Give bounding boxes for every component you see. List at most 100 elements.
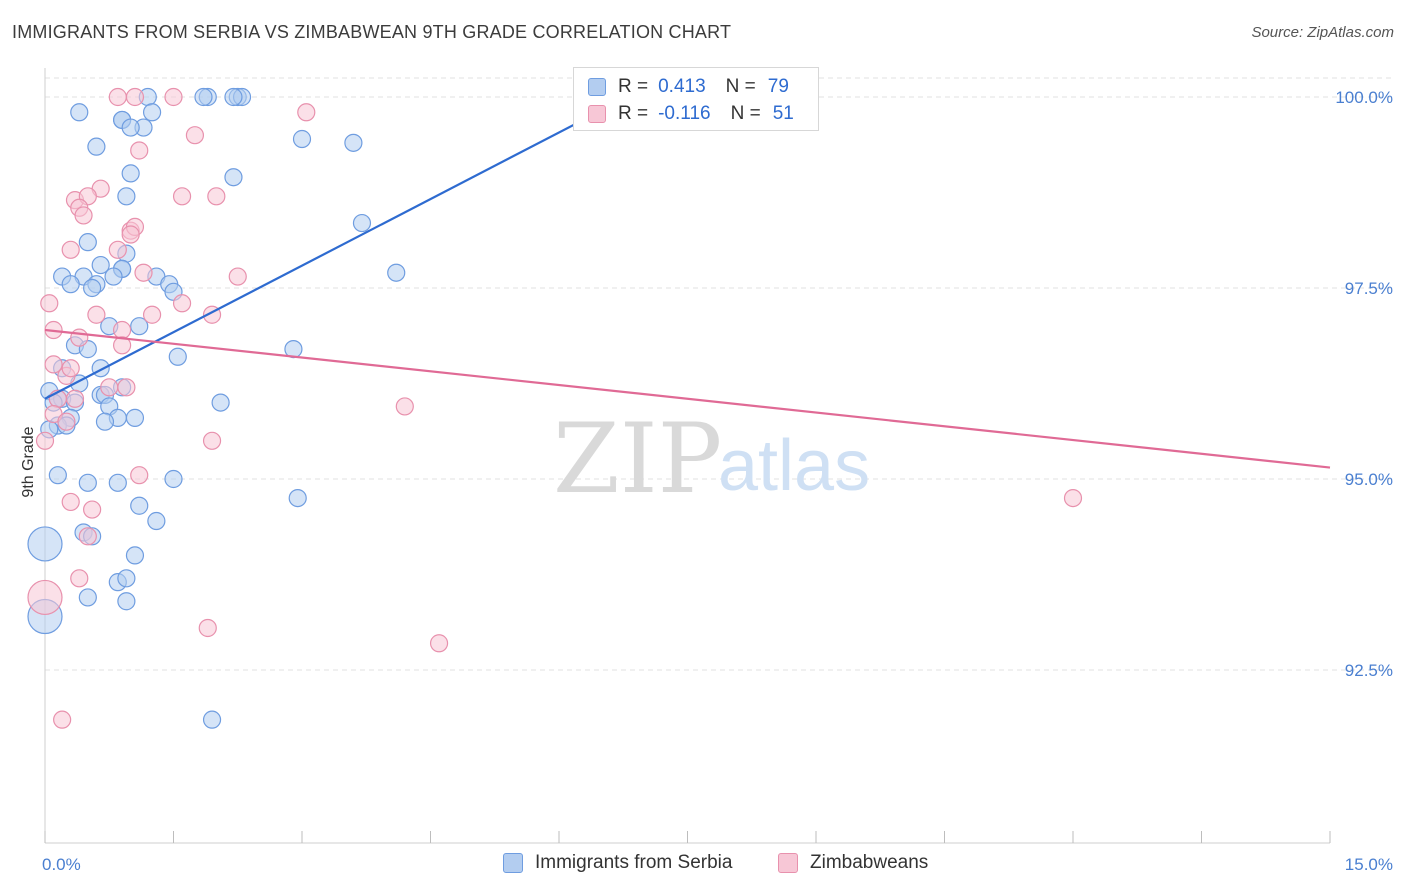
legend-zimbabweans-label: Zimbabweans — [810, 852, 929, 873]
serbia-point — [202, 710, 222, 729]
serbia-point — [194, 87, 213, 107]
zimbabwean-point — [228, 267, 247, 286]
blue-swatch-icon — [588, 78, 606, 96]
zimbabwean-point — [117, 378, 136, 397]
correlation-legend: R = 0.413 N = 79 R = -0.116 N = 51 — [573, 67, 819, 131]
serbia-point — [387, 263, 406, 282]
zimbabwean-point — [112, 336, 132, 355]
serbia-point — [292, 129, 312, 149]
zimbabwean-point — [142, 305, 162, 324]
serbia-point — [147, 511, 166, 531]
zimbabwean-point — [198, 618, 217, 638]
zimbabwean-point — [1063, 489, 1083, 508]
zimbabwean-point — [78, 527, 97, 546]
serbia-point — [121, 164, 140, 183]
zimbabwean-point — [130, 466, 149, 485]
serbia-point — [130, 317, 149, 336]
serbia-trend-line — [44, 96, 629, 400]
legend-item-serbia: Immigrants from Serbia — [503, 852, 732, 874]
axes — [44, 68, 1331, 844]
pink-swatch-icon — [588, 105, 606, 123]
serbia-point — [78, 588, 97, 607]
zimbabwean-trend-line — [44, 328, 1331, 469]
legend-r-label: R = — [618, 103, 649, 124]
serbia-point — [27, 526, 63, 562]
serbia-point — [78, 233, 97, 252]
serbia-point — [108, 473, 127, 492]
serbia-point — [70, 103, 89, 122]
tick-labels: 92.5% 95.0% 97.5% 100.0% 0.0% 15.0% — [42, 88, 1393, 874]
legend-serbia-label: Immigrants from Serbia — [535, 852, 733, 873]
serbia-point — [117, 592, 136, 611]
serbia-point — [211, 393, 230, 412]
serbia-point — [130, 496, 149, 515]
serbia-point — [288, 489, 307, 508]
zimbabwean-point — [112, 320, 132, 340]
serbia-point — [104, 267, 123, 286]
zimbabwean-point — [61, 359, 80, 378]
zimbabwean-point — [297, 103, 316, 122]
zimbabwean-point — [70, 328, 89, 347]
zimbabwean-point — [185, 126, 205, 145]
series-legend: Immigrants from Serbia Zimbabweans — [0, 852, 1406, 878]
zimbabwean-point — [27, 579, 63, 616]
serbia-point — [91, 255, 110, 275]
watermark-zip: ZIP — [553, 403, 722, 515]
y-tick-label: 92.5% — [1345, 661, 1393, 680]
blue-swatch-icon — [503, 853, 523, 873]
legend-row-zimbabweans: R = -0.116 N = 51 — [588, 102, 794, 126]
legend-r-label: R = — [618, 76, 649, 97]
serbia-point — [352, 213, 372, 233]
zimbabwean-point — [44, 355, 63, 374]
legend-r-value: -0.116 — [658, 103, 711, 124]
serbia-point — [344, 133, 363, 152]
y-tick-label: 95.0% — [1345, 470, 1393, 489]
serbia-point — [125, 408, 145, 427]
zimbabwean-point — [125, 87, 145, 107]
pink-swatch-icon — [778, 853, 798, 873]
y-tick-label: 100.0% — [1335, 88, 1393, 107]
legend-n-label: N = — [730, 103, 761, 124]
chart-title: IMMIGRANTS FROM SERBIA VS ZIMBABWEAN 9TH… — [12, 22, 732, 42]
serbia-point — [121, 118, 140, 137]
zimbabwean-point — [83, 500, 102, 519]
zimbabwean-point — [61, 240, 80, 259]
serbia-point — [117, 187, 136, 206]
zimbabwean-point — [61, 492, 80, 512]
zimbabwean-point — [207, 187, 226, 206]
zimbabwean-point — [108, 240, 127, 259]
serbia-point — [95, 412, 115, 431]
zimbabwean-point — [172, 294, 192, 313]
zimbabwean-point — [53, 710, 72, 729]
zimbabwean-point — [429, 634, 449, 653]
serbia-point — [224, 168, 243, 187]
zimbabwean-point — [87, 305, 106, 324]
zimbabwean-point — [40, 294, 59, 313]
serbia-point — [61, 275, 80, 294]
serbia-point — [117, 569, 136, 588]
watermark-atlas: atlas — [718, 426, 870, 506]
legend-n-value: 79 — [767, 76, 789, 97]
zimbabwean-point — [65, 389, 85, 408]
gridlines — [45, 77, 1394, 671]
legend-r-value: 0.413 — [658, 76, 706, 97]
zimbabwean-point — [70, 569, 89, 588]
zimbabwean-point — [202, 431, 222, 450]
zimbabwean-point — [35, 431, 55, 450]
zimbabwean-point — [164, 87, 183, 107]
serbia-point — [125, 546, 145, 565]
serbia-point — [48, 466, 67, 485]
zimbabwean-point — [130, 141, 149, 160]
y-tick-label: 97.5% — [1345, 279, 1393, 298]
y-axis-label: 9th Grade — [20, 426, 37, 497]
serbia-point — [87, 137, 106, 156]
legend-n-value: 51 — [772, 103, 794, 124]
serbia-point — [142, 103, 162, 122]
zimbabwean-point — [57, 412, 76, 431]
x-tick-label: 0.0% — [42, 855, 81, 874]
serbia-point — [164, 469, 183, 489]
legend-item-zimbabweans: Zimbabweans — [778, 852, 928, 874]
serbia-point — [78, 473, 97, 492]
zimbabwean-point — [395, 397, 414, 416]
